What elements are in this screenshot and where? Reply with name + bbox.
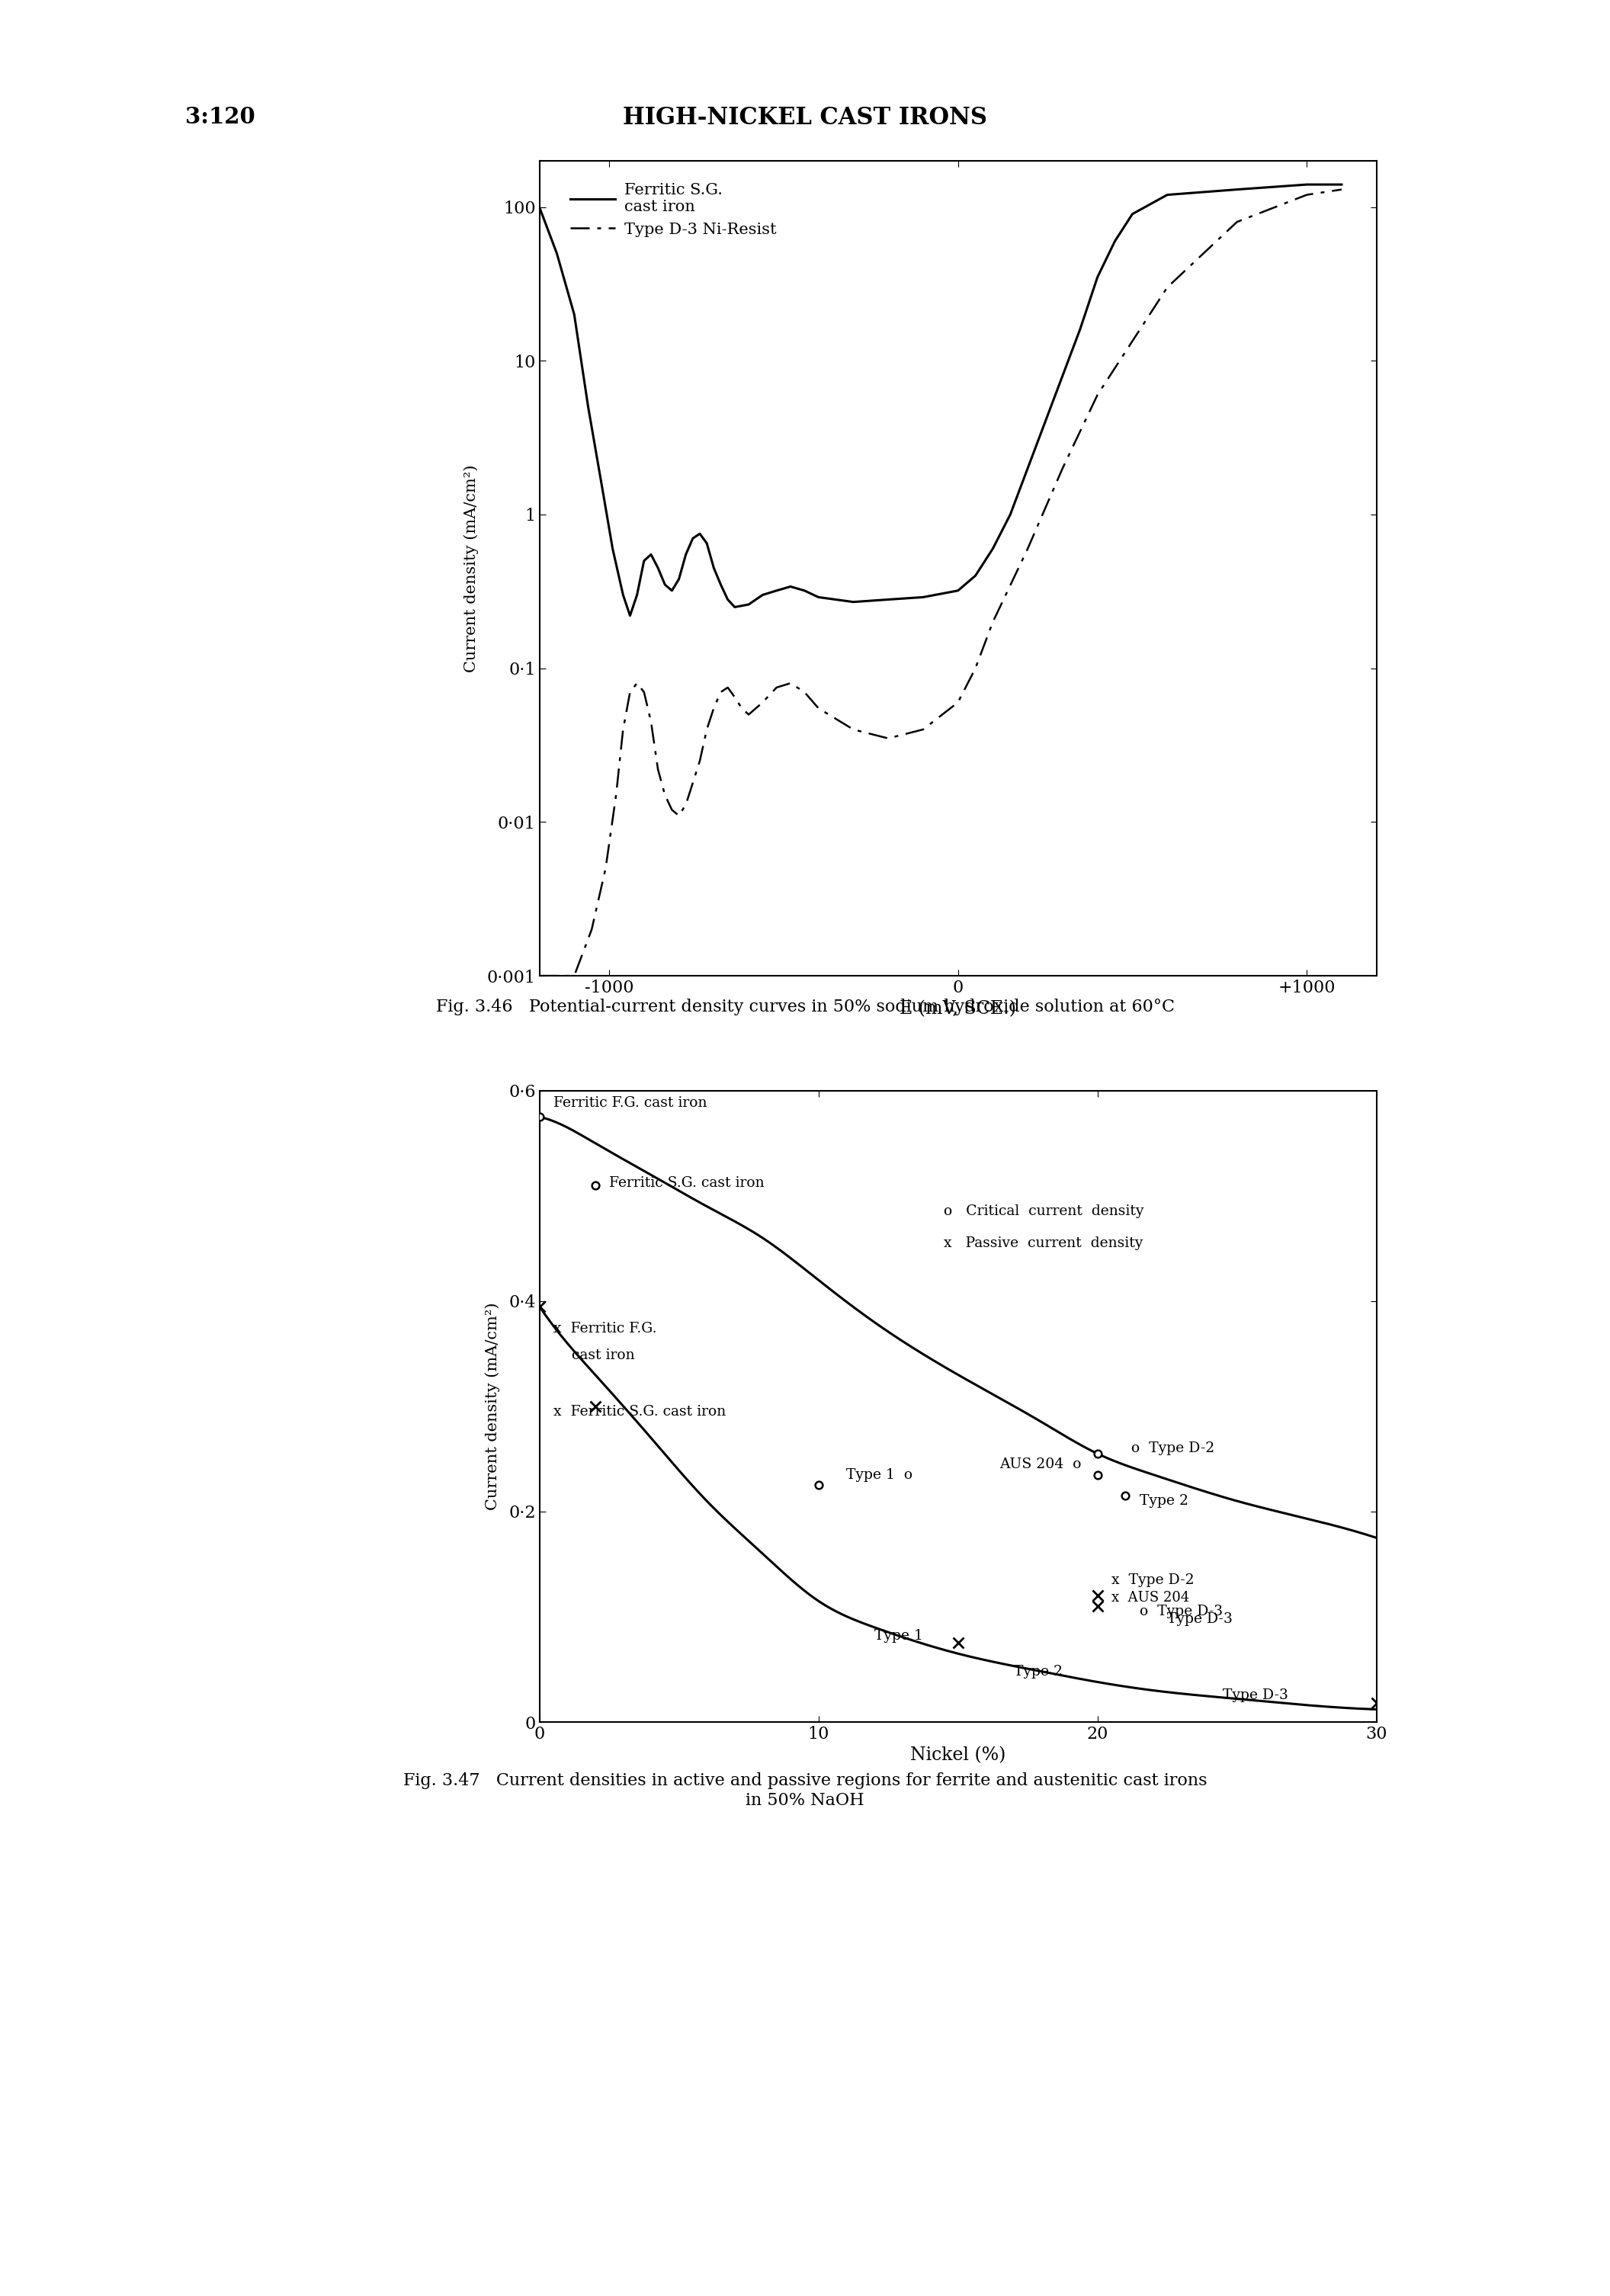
- Text: 3:120: 3:120: [185, 106, 254, 129]
- Text: Ferritic S.G. cast iron: Ferritic S.G. cast iron: [609, 1176, 765, 1189]
- Text: cast iron: cast iron: [554, 1348, 634, 1362]
- Text: x  Ferritic S.G. cast iron: x Ferritic S.G. cast iron: [554, 1405, 726, 1419]
- Text: AUS 204  o: AUS 204 o: [1000, 1458, 1082, 1472]
- Text: o  Type D-2: o Type D-2: [1130, 1442, 1214, 1456]
- Text: Type 2: Type 2: [1014, 1665, 1063, 1678]
- Text: Ferritic F.G. cast iron: Ferritic F.G. cast iron: [554, 1095, 707, 1109]
- Text: Type D-3: Type D-3: [1167, 1612, 1233, 1626]
- Text: x   Passive  current  density: x Passive current density: [943, 1235, 1143, 1249]
- Text: x  Type D-2: x Type D-2: [1111, 1573, 1195, 1587]
- Text: o  Type D-3: o Type D-3: [1140, 1605, 1222, 1619]
- Y-axis label: Current density (mA/cm²): Current density (mA/cm²): [485, 1302, 501, 1511]
- Text: o   Critical  current  density: o Critical current density: [943, 1205, 1145, 1219]
- Text: Type 2: Type 2: [1140, 1495, 1188, 1508]
- Y-axis label: Current density (mA/cm²): Current density (mA/cm²): [464, 464, 478, 673]
- Text: Type 1  o: Type 1 o: [847, 1467, 913, 1481]
- X-axis label: Nickel (%): Nickel (%): [910, 1747, 1006, 1763]
- Legend: Ferritic S.G.
cast iron, Type D-3 Ni-Resist: Ferritic S.G. cast iron, Type D-3 Ni-Res…: [564, 177, 782, 243]
- Text: Type 1: Type 1: [874, 1628, 923, 1642]
- X-axis label: E (mV, SCE.): E (mV, SCE.): [900, 1001, 1016, 1017]
- Text: HIGH-NICKEL CAST IRONS: HIGH-NICKEL CAST IRONS: [623, 106, 987, 129]
- Text: Type D-3: Type D-3: [1224, 1690, 1288, 1704]
- Text: Fig. 3.47   Current densities in active and passive regions for ferrite and aust: Fig. 3.47 Current densities in active an…: [402, 1773, 1208, 1809]
- Text: Fig. 3.46   Potential-current density curves in 50% sodium hydroxide solution at: Fig. 3.46 Potential-current density curv…: [436, 999, 1174, 1015]
- Text: x  Ferritic F.G.: x Ferritic F.G.: [554, 1322, 657, 1336]
- Text: x  AUS 204: x AUS 204: [1111, 1591, 1190, 1605]
